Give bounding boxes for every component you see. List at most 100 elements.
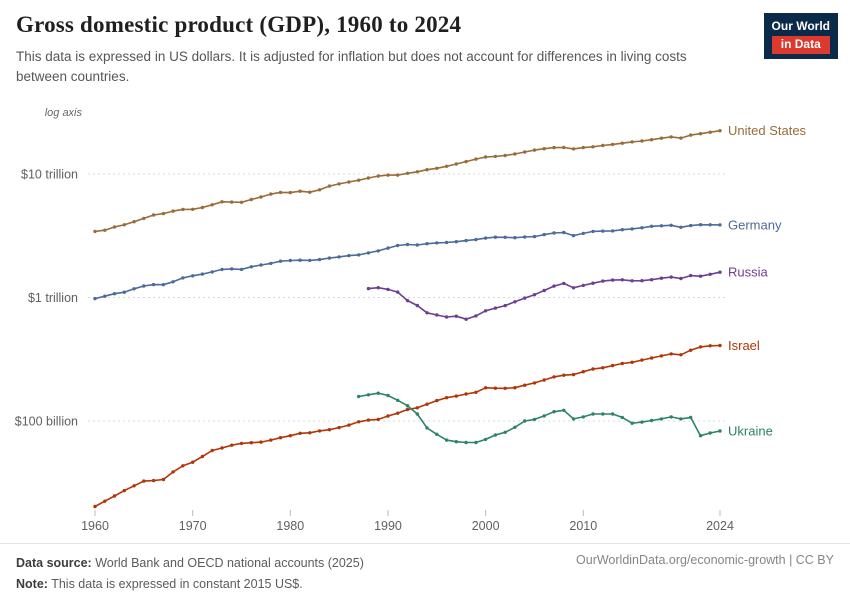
series-point-israel [405, 407, 410, 412]
series-point-israel [610, 363, 615, 368]
series-point-germany [161, 283, 166, 287]
series-point-germany [415, 243, 419, 247]
owid-logo[interactable]: Our World in Data [763, 13, 838, 59]
series-point-germany [601, 229, 605, 233]
gdp-line-chart[interactable]: $10 trillion $1 trillion $100 billion 1960 1… [0, 100, 850, 542]
series-point-germany [669, 223, 673, 227]
series-point-russia [581, 283, 585, 288]
series-label-germany: Germany [728, 217, 782, 232]
series-point-ukraine [708, 431, 712, 435]
series-point-israel [542, 378, 546, 382]
owid-link[interactable]: OurWorldinData.org/economic-growth | CC … [576, 553, 834, 567]
series-point-ukraine [659, 417, 664, 421]
series-point-ukraine [513, 425, 517, 429]
series-point-germany [220, 267, 224, 272]
series-point-united-states [689, 133, 693, 137]
series-point-germany [366, 251, 371, 255]
data-source-line: Data source: World Bank and OECD nationa… [16, 553, 364, 574]
series-point-ukraine [591, 412, 595, 416]
series-point-germany [708, 223, 712, 227]
y-tick-label: $100 billion [15, 415, 78, 429]
series-point-united-states [640, 139, 644, 143]
series-point-ukraine [366, 393, 371, 397]
series-point-russia [649, 278, 654, 282]
series-point-russia [552, 284, 556, 288]
series-point-ukraine [425, 426, 429, 430]
series-point-germany [122, 290, 127, 294]
series-point-germany [474, 237, 478, 242]
series-point-germany [327, 256, 332, 260]
series-point-israel [347, 423, 351, 427]
series-point-germany [317, 257, 322, 262]
series-point-germany [357, 253, 361, 257]
series-point-germany [718, 223, 722, 227]
series-point-russia [708, 272, 712, 276]
series-point-israel [698, 345, 703, 349]
y-tick-label: $10 trillion [21, 168, 78, 182]
series-point-germany [464, 238, 468, 243]
series-point-ukraine [405, 404, 410, 408]
series-point-russia [503, 303, 507, 308]
series-point-israel [513, 386, 517, 390]
series-point-germany [171, 280, 175, 284]
series-point-united-states [698, 132, 703, 136]
series-point-germany [298, 258, 302, 262]
series-point-germany [435, 241, 439, 245]
series-point-germany [259, 263, 263, 267]
series-point-germany [308, 258, 312, 263]
series-point-israel [376, 417, 380, 422]
series-point-israel [181, 464, 185, 468]
series-point-russia [523, 296, 527, 300]
series-point-united-states [601, 143, 605, 148]
x-tick-label: 2000 [472, 519, 500, 533]
series-point-israel [259, 440, 263, 444]
series-point-united-states [161, 211, 166, 216]
series-point-israel [454, 394, 458, 398]
series-point-ukraine [698, 434, 703, 438]
series-point-united-states [474, 157, 478, 161]
owid-logo-line2: in Data [771, 36, 830, 54]
series-point-israel [161, 477, 166, 482]
series-point-russia [640, 279, 644, 283]
series-point-united-states [191, 207, 195, 211]
series-point-united-states [347, 180, 351, 184]
series-label-united-states: United States [728, 123, 807, 138]
series-point-germany [591, 229, 595, 234]
series-point-united-states [493, 154, 498, 159]
series-point-israel [659, 354, 664, 358]
x-tick-label: 2024 [706, 519, 734, 533]
x-tick-label: 2010 [569, 519, 597, 533]
x-tick-label: 1980 [276, 519, 304, 533]
series-point-israel [523, 383, 527, 387]
series-point-russia [659, 276, 664, 280]
series-point-ukraine [386, 393, 390, 398]
series-point-israel [503, 386, 507, 390]
log-axis-note: log axis [45, 107, 83, 119]
series-point-israel [327, 428, 332, 432]
series-point-russia [405, 298, 410, 303]
series-point-united-states [562, 145, 566, 150]
series-point-germany [142, 284, 146, 288]
series-point-united-states [464, 159, 468, 164]
series-point-russia [435, 313, 439, 317]
series-point-united-states [210, 203, 214, 207]
series-point-united-states [649, 138, 654, 142]
series-point-united-states [317, 188, 322, 192]
series-point-united-states [171, 209, 175, 213]
series-point-germany [620, 228, 624, 232]
series-point-united-states [425, 168, 429, 172]
series-point-germany [493, 235, 498, 239]
series-point-russia [376, 286, 380, 290]
series-point-germany [93, 296, 97, 301]
series-point-germany [191, 274, 195, 278]
y-tick-label: $1 trillion [28, 291, 78, 305]
series-point-russia [669, 275, 673, 279]
series-point-united-states [405, 171, 410, 175]
series-point-israel [230, 443, 234, 447]
series-point-germany [630, 227, 634, 231]
series-point-ukraine [493, 433, 498, 437]
series-point-germany [405, 242, 410, 247]
series-point-ukraine [474, 440, 478, 445]
series-point-russia [562, 281, 566, 286]
series-point-israel [640, 358, 644, 362]
